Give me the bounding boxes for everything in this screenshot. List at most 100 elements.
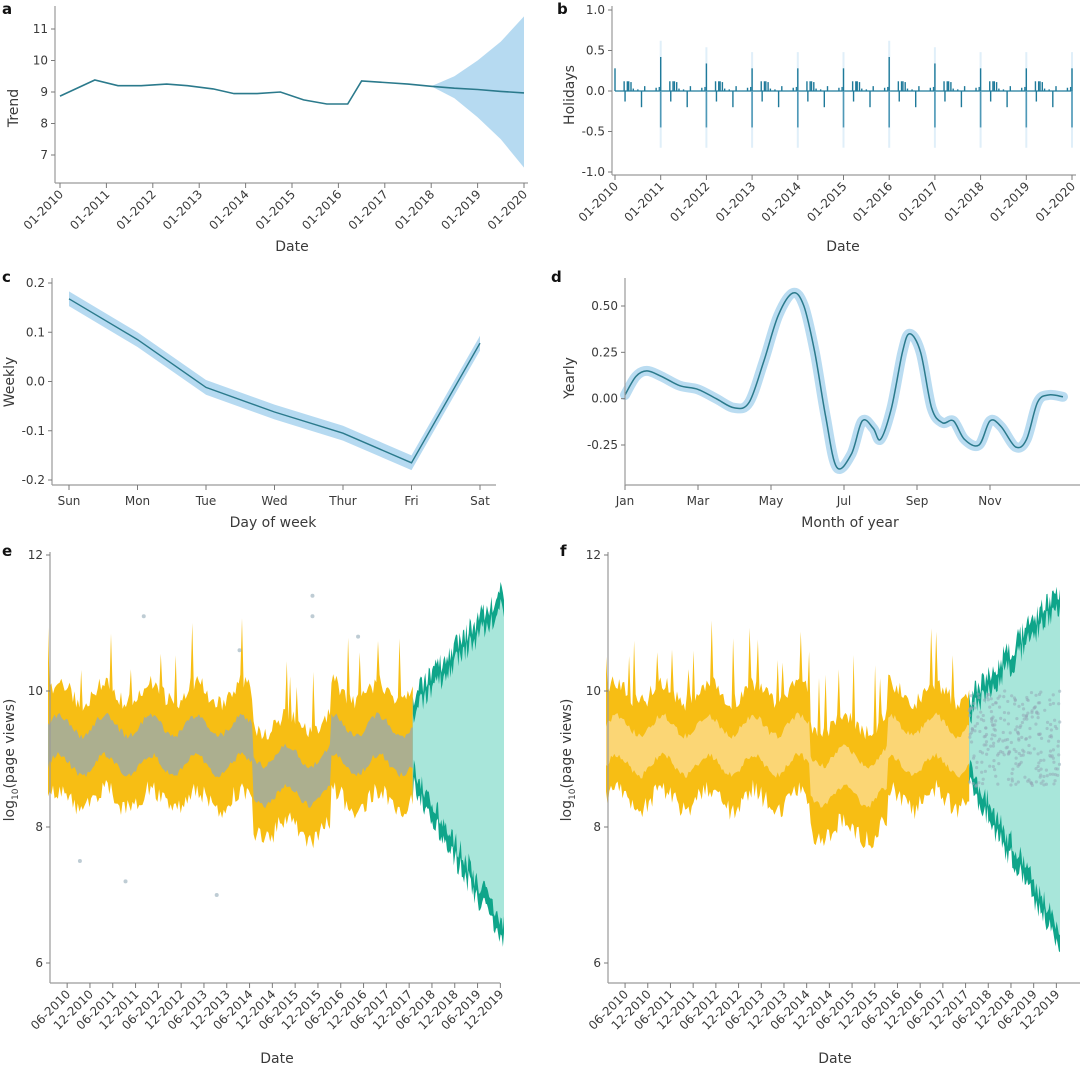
y-tick-label-b: -0.5 [582,125,605,139]
observed-point [1010,771,1014,776]
observed-point [974,784,978,788]
observed-point [991,723,995,728]
x-tick-label-d: May [759,494,784,508]
observed-point [969,707,973,711]
observed-point [1056,739,1061,743]
x-tick-label-c: Thur [328,494,357,508]
observed-point [1009,783,1013,787]
panel-letter-d: d [551,268,562,286]
observed-point [989,744,993,748]
observed-outlier-point [123,879,128,884]
observed-point [1026,751,1030,755]
observed-point [1030,709,1034,713]
x-tick-label-d: Nov [978,494,1001,508]
observed-point [1057,762,1062,766]
observed-point [977,695,981,700]
observed-point [994,719,998,723]
observed-point [1017,751,1021,756]
x-axis-title-b: Date [826,239,859,255]
observed-point [986,747,990,752]
y-axis-title-f-rest: (page views) [559,699,575,789]
observed-point [1042,783,1046,787]
observed-point [1002,753,1006,757]
y-tick-label-f: 6 [593,956,601,970]
observed-point [1048,702,1052,707]
x-tick-label-c: Sat [470,494,490,508]
observed-point [1018,725,1022,730]
y-tick-label-a: 7 [40,148,48,162]
observed-point [1042,758,1046,762]
observed-point [1020,702,1025,706]
observed-point [978,729,982,734]
observed-point [1034,722,1038,726]
observed-point [1006,722,1011,726]
observed-point [1036,716,1040,720]
y-axis-title-c: Weekly [2,357,18,408]
observed-point [1037,761,1041,765]
observed-point [1026,698,1030,703]
x-tick-label-d: Mar [687,494,710,508]
observed-point [1034,693,1038,697]
y-tick-label-a: 9 [40,85,48,99]
observed-point [1039,767,1043,771]
observed-point [991,744,996,748]
observed-outlier-point [141,614,146,619]
yearly-line [624,291,1064,470]
x-tick-label-b: 01-2014 [759,179,804,224]
y-tick-label-f: 8 [593,820,601,834]
observed-point [1036,752,1040,756]
observed-point [1045,720,1050,725]
observed-point [1012,747,1016,751]
observed-point [971,756,976,760]
observed-point [986,692,990,697]
y-tick-label-d: 0.50 [591,299,618,313]
observed-point [985,695,989,700]
x-axis-title-c: Day of week [230,515,318,531]
observed-point [984,726,988,730]
observed-point [1001,739,1005,743]
observed-point [982,719,986,723]
observed-point [1037,769,1041,773]
observed-point [996,696,1000,700]
observed-point [1039,773,1043,777]
weekly-line [68,298,481,464]
observed-point [1034,766,1038,771]
observed-point [1001,730,1005,735]
observed-point [1022,717,1026,721]
observed-point [1002,710,1007,715]
observed-point [1042,774,1046,779]
panel-letter-c: c [2,268,11,286]
observed-point [1036,764,1040,769]
observed-point [985,752,989,756]
x-axis-title-a: Date [275,239,308,255]
observed-point [972,701,976,706]
observed-point [1014,762,1018,766]
observed-point [1039,758,1043,763]
observed-point [990,719,994,724]
x-tick-label-b: 01-2018 [941,179,986,224]
y-tick-label-e: 12 [28,548,43,562]
observed-point [1021,713,1025,717]
y-axis-title-e-subscript: 10 [11,788,21,800]
yearly-uncertainty-band [620,287,1068,474]
observed-point [1024,714,1028,718]
observed-point [986,698,990,702]
observed-point [1044,782,1049,786]
observed-outlier-point [356,634,361,639]
observed-point [1039,750,1043,754]
observed-point [1051,772,1055,776]
observed-point [973,724,977,728]
observed-point [1016,780,1020,784]
observed-point [1054,767,1058,771]
observed-point [1014,749,1018,754]
y-tick-label-c: -0.1 [22,424,45,438]
x-tick-label-b: 01-2011 [621,179,666,224]
observed-point [980,781,985,786]
observed-point [1048,749,1053,753]
observed-point [1020,735,1024,739]
y-axis-title-f-log: log [559,800,575,821]
x-tick-label-a: 01-2015 [253,187,298,232]
observed-point [989,717,994,721]
observed-point [990,733,994,737]
observed-point [991,741,996,745]
